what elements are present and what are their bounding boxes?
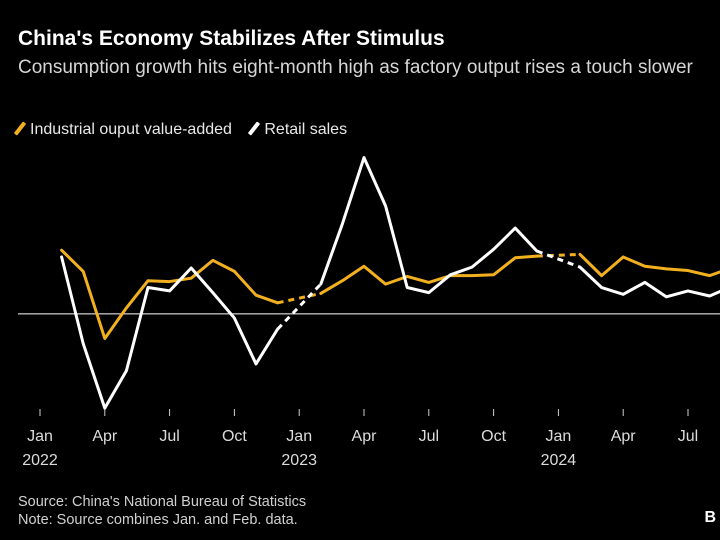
x-tick-year-label: 2023 (281, 452, 317, 469)
legend-label-retail: Retail sales (264, 121, 348, 138)
brand-logo: B (704, 509, 716, 526)
legend-item-industrial: Industrial ouput value-added (13, 121, 232, 139)
x-tick-label: Jan (546, 428, 572, 445)
series-line-industrial (60, 248, 280, 340)
series-line-industrial (319, 254, 539, 295)
x-tick-label: Jan (27, 428, 53, 445)
line-chart: Jan 2022 Apr Jul Oct Jan 2023 Apr Jul Oct Jan 2024 A… (18, 156, 720, 469)
x-tick-label: Jul (678, 428, 698, 445)
x-tick-year-label: 2022 (22, 452, 58, 469)
series-line-retail (60, 255, 280, 410)
x-tick-label: Jan (286, 428, 312, 445)
chart-legend: Industrial ouput value-added Retail sale… (13, 121, 363, 139)
x-tick-year-label: 2024 (541, 452, 577, 469)
series-gap-dash-retail (276, 283, 322, 331)
x-tick-label: Apr (92, 428, 118, 445)
x-tick-label: Jul (159, 428, 179, 445)
series-group (60, 156, 720, 410)
chart-title: China's Economy Stabilizes After Stimulu… (18, 27, 445, 50)
series-line-retail (578, 265, 720, 299)
x-tick-label: Oct (222, 428, 247, 445)
x-tick-label: Apr (352, 428, 378, 445)
series-gap-dash-industrial (536, 252, 581, 258)
chart-footer: Source: China's National Bureau of Stati… (18, 493, 306, 529)
legend-label-industrial: Industrial ouput value-added (30, 121, 232, 138)
series-gap-dash-industrial (277, 291, 322, 305)
chart-subtitle: Consumption growth hits eight-month high… (18, 57, 693, 78)
data-note: Note: Source combines Jan. and Feb. data… (18, 512, 298, 528)
x-axis: Jan 2022 Apr Jul Oct Jan 2023 Apr Jul Oct Jan 2024 A… (22, 409, 698, 469)
series-line-industrial (578, 252, 720, 278)
source-note: Source: China's National Bureau of Stati… (18, 494, 307, 510)
series-gap-dash-retail (536, 249, 581, 269)
x-tick-label: Oct (481, 428, 506, 445)
x-tick-label: Apr (611, 428, 637, 445)
legend-item-retail: Retail sales (248, 121, 348, 139)
x-tick-label: Jul (419, 428, 439, 445)
